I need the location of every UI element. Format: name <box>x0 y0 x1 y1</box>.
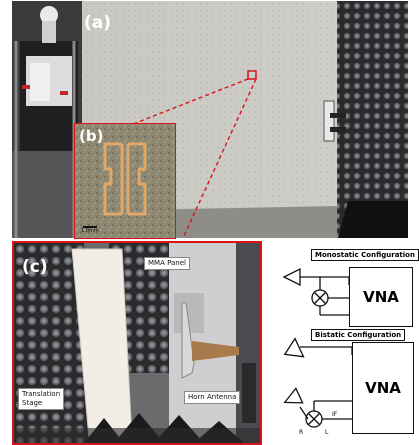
panel-c-label: (c) <box>22 257 48 277</box>
bi-antenna-rx-icon <box>283 387 304 404</box>
horn-antenna-shape <box>192 341 239 361</box>
bistatic-title: Bistatic Configuration <box>311 329 406 341</box>
mono-antenna-icon <box>282 267 301 287</box>
vna-label-bistatic: VNA <box>365 379 401 397</box>
zoom-line-bottom <box>182 78 257 238</box>
panel-c-photo: (c) MMA Panel Translation Stage Horn Ant… <box>12 241 262 445</box>
caption-horn-antenna: Horn Antenna <box>184 391 241 404</box>
unit-cell-image <box>75 124 175 238</box>
zoom-line-top <box>127 78 249 127</box>
vna-box-monostatic: VNA <box>349 267 413 327</box>
port-r-label: R <box>299 429 304 436</box>
resonator-trace <box>103 142 147 216</box>
vna-box-bistatic: VNA <box>352 342 414 434</box>
setup-scene <box>14 243 260 443</box>
panel-a-photo: (a) <box>12 1 408 238</box>
vna-label-monostatic: VNA <box>363 288 399 306</box>
scale-bar-text: 1.0mm <box>81 228 99 234</box>
chamber-scene <box>12 1 408 238</box>
caption-translation-stage: Translation Stage <box>18 388 65 410</box>
diagram-lines <box>282 267 353 428</box>
panel-b-label: (b) <box>79 127 104 145</box>
panel-b-inset: (b) 1.0mm <box>74 123 176 239</box>
monostatic-title: Monostatic Configuration <box>311 249 419 261</box>
zoom-target-box <box>247 70 257 80</box>
bi-antenna-tx-icon <box>283 337 305 358</box>
caption-mma-panel: MMA Panel <box>144 257 190 270</box>
port-if-label: IF <box>332 411 338 418</box>
port-l-label: L <box>325 429 329 436</box>
config-diagrams: Monostatic Configuration VNA Bistatic Co… <box>262 241 419 444</box>
panel-a-label: (a) <box>84 13 112 33</box>
